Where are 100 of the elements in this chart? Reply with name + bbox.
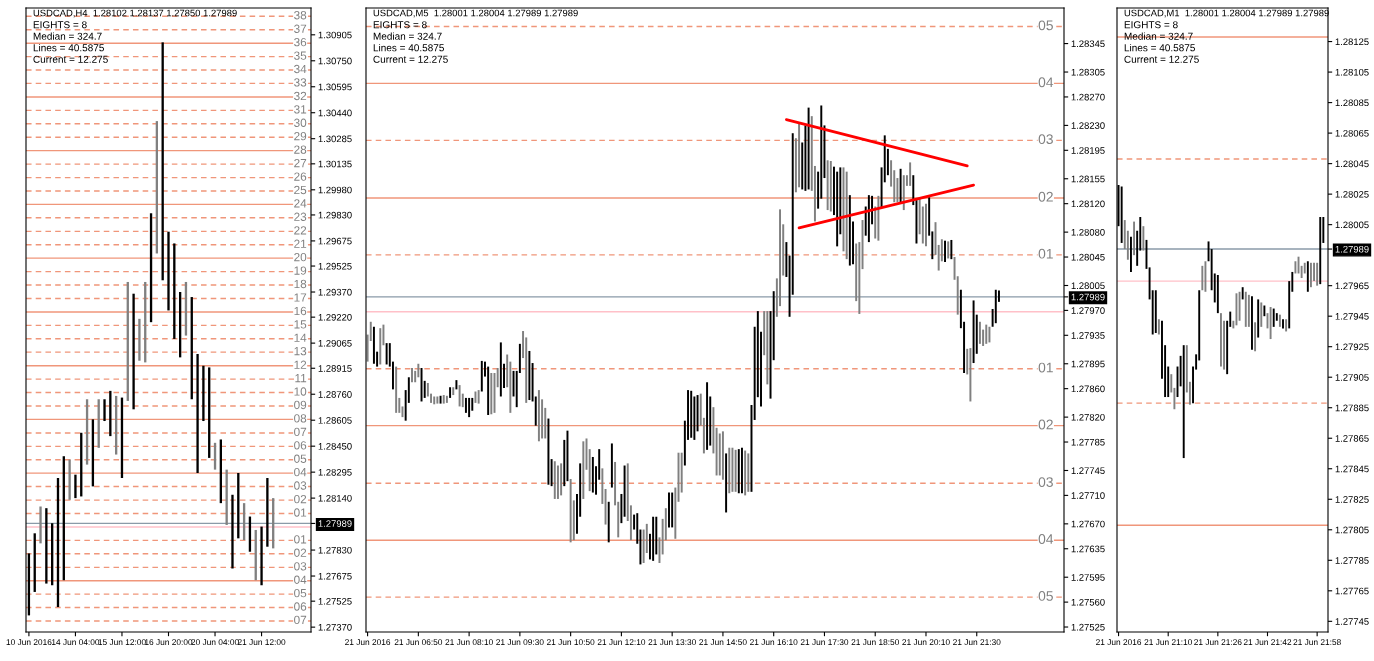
- y-tick-label: 1.28125: [1335, 38, 1369, 46]
- annotation: 06: [294, 441, 307, 450]
- y-tick-label: 1.29830: [318, 211, 352, 219]
- y-tick-label: 1.30440: [318, 109, 352, 117]
- y-tick-label: 1.30595: [318, 83, 352, 91]
- annotation: 34: [294, 64, 307, 74]
- annotation: 01: [1038, 362, 1053, 373]
- annotation: EIGHTS = 8: [33, 21, 87, 29]
- x-tick-label: 21 Jun 08:10: [445, 639, 493, 646]
- y-tick-label: 1.27785: [1335, 557, 1369, 564]
- x-tick-label: 21 Jun 06:50: [394, 639, 443, 646]
- y-tick-label: 1.27560: [1071, 598, 1105, 606]
- annotation: 15: [294, 320, 307, 329]
- x-tick-label: 21 Jun 21:10: [1144, 639, 1192, 646]
- y-tick-label: 1.27525: [1071, 623, 1105, 631]
- annotation: 36: [294, 38, 307, 47]
- annotation: 10: [294, 387, 307, 396]
- y-tick-label: 1.28230: [1071, 122, 1105, 129]
- y-tick-label: 1.28155: [1071, 175, 1105, 183]
- annotation: 07: [294, 427, 307, 437]
- y-tick-label: 1.27989: [318, 520, 352, 527]
- annotation: 12: [294, 360, 307, 369]
- y-tick-label: 1.29065: [318, 339, 352, 347]
- annotation: 17: [294, 293, 307, 302]
- y-tick-label: 1.28005: [1071, 282, 1105, 290]
- annotation: 05: [294, 454, 307, 463]
- x-tick-label: 21 Jun 21:26: [1194, 639, 1242, 646]
- x-tick-label: 21 Jun 14:50: [699, 639, 747, 646]
- annotation: 02: [294, 494, 307, 504]
- annotation: 04: [1038, 77, 1054, 88]
- y-tick-label: 1.28005: [1335, 221, 1369, 229]
- y-tick-label: 1.27989: [1071, 293, 1105, 301]
- annotation: 04: [294, 467, 307, 477]
- annotation: EIGHTS = 8: [373, 21, 427, 29]
- y-tick-label: 1.28140: [318, 494, 352, 502]
- y-tick-label: 1.27965: [1335, 282, 1369, 290]
- annotation: 08: [294, 414, 307, 423]
- y-tick-label: 1.29525: [318, 262, 352, 270]
- y-tick-label: 1.27845: [1335, 465, 1369, 473]
- y-tick-label: 1.30135: [318, 160, 352, 168]
- annotation: Lines = 40.5875: [1124, 43, 1195, 52]
- x-tick-label: 15 Jun 12:00: [98, 639, 146, 646]
- annotation: 03: [294, 481, 307, 490]
- y-tick-label: 1.27710: [1071, 492, 1105, 499]
- y-tick-label: 1.29220: [318, 313, 352, 321]
- annotation: 23: [294, 212, 307, 221]
- x-tick-label: 21 Jun 16:10: [750, 639, 798, 646]
- x-tick-label: 16 Jun 20:00: [145, 639, 193, 646]
- annotation: 38: [294, 11, 307, 20]
- y-tick-label: 1.27525: [318, 598, 352, 605]
- annotation: Lines = 40.5875: [373, 43, 444, 52]
- y-tick-label: 1.28045: [1071, 253, 1105, 261]
- x-tick-label: 21 Jun 2016: [345, 639, 391, 646]
- x-tick-label: 21 Jun 18:50: [851, 639, 899, 646]
- y-tick-label: 1.27935: [1071, 332, 1105, 339]
- y-tick-label: 1.27805: [1335, 526, 1369, 534]
- x-tick-label: 21 Jun 12:00: [237, 639, 286, 646]
- y-tick-label: 1.30905: [318, 31, 352, 39]
- y-tick-label: 1.28270: [1071, 93, 1105, 101]
- annotation: 21: [294, 239, 307, 248]
- annotation: 25: [294, 185, 307, 195]
- annotation: Current = 12.275: [1124, 55, 1199, 63]
- y-tick-label: 1.27970: [1071, 307, 1105, 314]
- annotation: 06: [294, 602, 307, 611]
- y-tick-label: 1.27945: [1335, 313, 1369, 320]
- y-tick-label: 1.27885: [1335, 404, 1369, 412]
- y-tick-label: 1.28080: [1071, 228, 1105, 236]
- y-tick-label: 1.27745: [1071, 467, 1105, 474]
- x-tick-label: 21 Jun 10:50: [546, 639, 595, 646]
- annotation: 05: [1038, 591, 1053, 601]
- y-tick-label: 1.28305: [1071, 68, 1105, 76]
- annotation: 28: [294, 145, 307, 154]
- annotation: 32: [294, 91, 307, 101]
- annotation: 24: [294, 199, 307, 208]
- annotation: 02: [1038, 191, 1053, 202]
- y-tick-label: 1.27635: [1071, 545, 1105, 553]
- annotation: 11: [295, 374, 307, 383]
- y-tick-label: 1.28195: [1071, 147, 1105, 154]
- x-tick-label: 14 Jun 04:00: [51, 639, 100, 646]
- annotation: Current = 12.275: [33, 55, 108, 63]
- y-tick-label: 1.29370: [318, 288, 352, 296]
- annotation: 19: [294, 266, 307, 275]
- annotation: 01: [294, 535, 307, 544]
- y-tick-label: 1.27785: [1071, 438, 1105, 446]
- y-tick-label: 1.27895: [1071, 360, 1105, 368]
- x-tick-label: 10 Jun 2016: [6, 639, 52, 646]
- y-tick-label: 1.30285: [318, 135, 352, 143]
- annotation: 14: [294, 333, 307, 342]
- y-tick-label: 1.27595: [1071, 574, 1105, 581]
- x-tick-label: 21 Jun 2016: [1096, 639, 1142, 646]
- x-tick-label: 21 Jun 12:10: [597, 639, 646, 646]
- annotation: 01: [294, 508, 307, 517]
- annotation: 03: [1038, 134, 1053, 145]
- annotation: 02: [1038, 419, 1053, 430]
- annotation: 26: [294, 172, 307, 181]
- y-tick-label: 1.27905: [1335, 374, 1369, 381]
- chart-title: USDCAD,M5 1.28001 1.28004 1.27989 1.27989: [373, 9, 578, 18]
- x-tick-label: 21 Jun 21:58: [1293, 639, 1341, 646]
- x-tick-label: 21 Jun 09:30: [496, 639, 544, 646]
- y-tick-label: 1.27925: [1335, 343, 1369, 351]
